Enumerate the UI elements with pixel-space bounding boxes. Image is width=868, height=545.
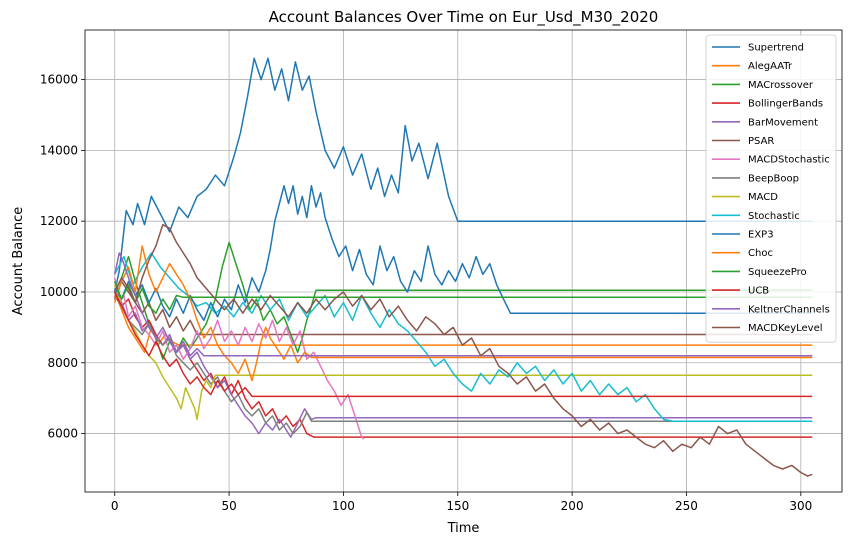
x-tick-label: 200 [561, 499, 584, 513]
x-axis-label: Time [447, 521, 480, 536]
legend-label: BollingerBands [748, 99, 823, 110]
legend-label: BarMovement [748, 117, 818, 128]
legend-label: Stochastic [748, 211, 800, 222]
y-tick-label: 14000 [40, 143, 78, 157]
legend-label: BeepBoop [748, 173, 799, 184]
legend-label: SqueezePro [748, 267, 807, 278]
series-line-psar [114, 280, 813, 336]
x-tick-label: 100 [332, 499, 355, 513]
series-line-keltnerchannels [113, 252, 813, 357]
x-tick-label: 300 [789, 499, 812, 513]
series-line-macd [113, 284, 813, 421]
legend [705, 34, 837, 343]
plot-frame [84, 29, 843, 493]
x-tick-label: 150 [446, 499, 469, 513]
y-tick-label: 10000 [40, 285, 78, 299]
series-line-choc [113, 245, 813, 382]
series-line-ucb [114, 291, 813, 398]
chart-title: Account Balances Over Time on Eur_Usd_M3… [269, 8, 659, 27]
x-tick-label: 0 [111, 499, 119, 513]
x-tick-label: 50 [221, 499, 236, 513]
legend-label: Choc [748, 248, 773, 259]
legend-label: MACDStochastic [748, 155, 830, 166]
legend-label: MACrossover [748, 80, 814, 91]
series-line-macdkeylevel [114, 223, 813, 477]
legend-label: KeltnerChannels [748, 304, 830, 315]
legend-label: PSAR [748, 136, 774, 147]
legend-label: Supertrend [748, 43, 804, 54]
y-tick-label: 8000 [47, 356, 78, 370]
series-line-supertrend [113, 57, 813, 293]
series-line-exp3 [114, 185, 813, 322]
y-axis-label: Account Balance [11, 207, 26, 315]
legend-label: AlegAATr [748, 61, 793, 72]
legend-label: UCB [748, 286, 769, 297]
y-tick-label: 6000 [47, 427, 78, 441]
legend-label: MACD [748, 192, 778, 203]
series-line-beepboop [114, 291, 813, 435]
legend-label: EXP3 [748, 230, 774, 241]
legend-label: MACDKeyLevel [748, 323, 823, 334]
y-tick-label: 12000 [40, 214, 78, 228]
y-tick-label: 16000 [40, 73, 78, 87]
x-tick-label: 250 [675, 499, 698, 513]
